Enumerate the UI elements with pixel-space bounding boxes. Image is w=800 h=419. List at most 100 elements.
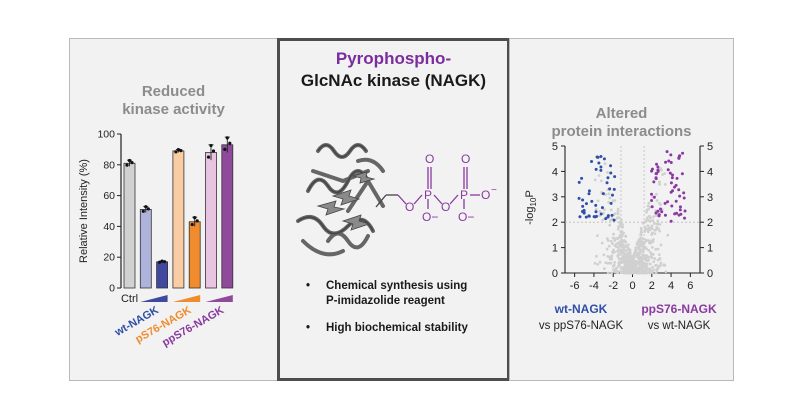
- protein-point: [645, 262, 649, 266]
- protein-point: [648, 262, 652, 266]
- protein-point: [596, 199, 600, 203]
- protein-point: [635, 242, 639, 246]
- wt-enriched-point: [587, 192, 591, 196]
- wt-enriched-point: [609, 171, 613, 175]
- ppS76-enriched-point: [652, 195, 656, 199]
- protein-point: [602, 208, 606, 212]
- y-tick-label-right: 5: [707, 141, 713, 153]
- wt-enriched-point: [599, 154, 603, 158]
- protein-point: [647, 248, 651, 252]
- protein-point: [644, 255, 648, 259]
- protein-point: [644, 239, 648, 243]
- protein-point: [611, 242, 614, 245]
- replicate-dot: [127, 158, 132, 163]
- protein-point: [645, 247, 648, 251]
- protein-point: [649, 255, 653, 259]
- protein-point: [626, 243, 630, 247]
- protein-point: [645, 216, 649, 220]
- protein-point: [606, 271, 610, 275]
- protein-point: [651, 253, 655, 257]
- protein-point: [654, 264, 657, 267]
- bar: [139, 209, 152, 289]
- protein-point: [597, 174, 601, 177]
- protein-point: [655, 199, 659, 202]
- protein-point: [647, 258, 651, 262]
- protein-point: [629, 254, 633, 258]
- protein-point: [630, 264, 634, 267]
- protein-point: [617, 225, 621, 228]
- ppS76-enriched-point: [666, 200, 670, 204]
- ppS76-enriched-point: [678, 208, 682, 212]
- protein-point: [658, 222, 662, 226]
- protein-point: [621, 225, 625, 229]
- protein-structure-illustration: [296, 143, 385, 257]
- protein-point: [634, 264, 638, 268]
- protein-point: [619, 239, 623, 243]
- legend-pps76-sub: vs wt-NAGK: [648, 320, 711, 332]
- protein-point: [659, 261, 663, 265]
- ppS76-enriched-point: [674, 199, 678, 203]
- phosphorus-2: P: [460, 188, 468, 202]
- wt-enriched-point: [609, 201, 613, 205]
- protein-point: [624, 234, 628, 238]
- replicate-dot: [211, 149, 216, 153]
- protein-point: [603, 162, 607, 166]
- protein-point: [635, 268, 638, 272]
- protein-point: [656, 222, 660, 226]
- wt-enriched-point: [582, 211, 586, 215]
- wt-enriched-point: [587, 189, 591, 193]
- ppS76-enriched-point: [681, 151, 685, 155]
- bar: [123, 162, 136, 289]
- center-title-line1: Pyrophospho-: [335, 49, 452, 68]
- y-axis-label: -log10P: [524, 190, 538, 225]
- ppS76-enriched-point: [666, 168, 670, 172]
- protein-point: [650, 227, 654, 230]
- protein-point: [639, 232, 643, 236]
- replicate-dot: [160, 259, 164, 263]
- oxide-1: O−: [422, 210, 438, 222]
- y-tick-label: 80: [103, 159, 115, 171]
- protein-point: [640, 268, 644, 272]
- protein-point: [652, 215, 655, 219]
- protein-point: [602, 267, 606, 271]
- ppS76-enriched-point: [656, 165, 660, 169]
- protein-point: [646, 230, 650, 234]
- protein-point: [654, 228, 658, 232]
- protein-point: [607, 244, 611, 248]
- protein-point: [653, 257, 657, 260]
- protein-point: [616, 249, 619, 253]
- protein-point: [630, 270, 634, 274]
- y-tick-label-left: 3: [552, 192, 558, 204]
- x-tick-label: -6: [570, 280, 580, 292]
- protein-point: [647, 201, 651, 205]
- bullet-stability: • High biochemical stability: [300, 321, 500, 336]
- wt-enriched-point: [581, 198, 585, 202]
- protein-point: [599, 179, 603, 183]
- protein-point: [612, 232, 615, 236]
- protein-point: [627, 252, 630, 256]
- ppS76-enriched-point: [668, 171, 672, 175]
- protein-point: [639, 249, 643, 253]
- y-tick-label-right: 2: [707, 217, 713, 229]
- protein-point: [653, 232, 657, 236]
- protein-point: [648, 269, 652, 273]
- protein-point: [646, 204, 650, 208]
- protein-point: [609, 208, 613, 212]
- replicate-dot: [163, 260, 167, 264]
- protein-point: [638, 245, 641, 248]
- protein-point: [640, 242, 643, 245]
- protein-point: [636, 239, 640, 243]
- ppS76-enriched-point: [670, 204, 674, 208]
- protein-point: [636, 270, 640, 274]
- ppS76-enriched-point: [660, 210, 664, 214]
- y-tick-label-left: 1: [552, 243, 558, 255]
- terminal-oxide: O: [481, 188, 490, 202]
- protein-point: [658, 182, 661, 186]
- ppS76-enriched-point: [678, 205, 682, 209]
- y-tick-label-left: 5: [552, 141, 558, 153]
- protein-point: [625, 271, 628, 275]
- protein-point: [593, 178, 597, 182]
- protein-point: [602, 253, 606, 257]
- oxide-2: O−: [458, 210, 474, 222]
- protein-point: [622, 265, 626, 269]
